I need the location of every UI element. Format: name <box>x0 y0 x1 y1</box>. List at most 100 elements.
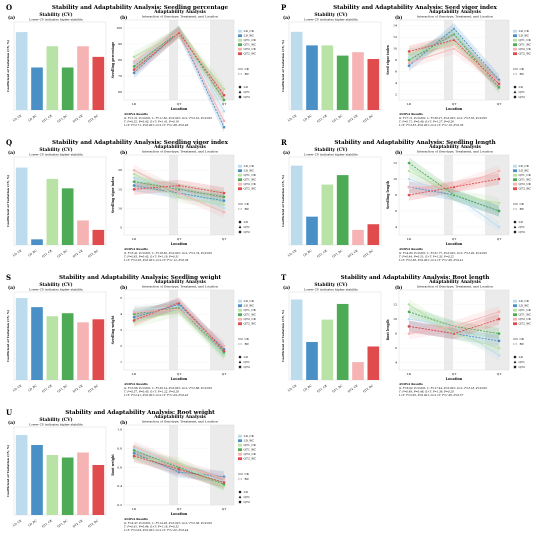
cv-bar-ld-bc <box>31 307 43 380</box>
cv-bar-qt2-ck <box>352 229 364 245</box>
cv-bar-qt2-bc <box>92 229 105 245</box>
x-tick-label: QT <box>497 102 501 106</box>
anova-line: T: F=0.57, P=0.45; G×T: F=1.22, P=0.29 <box>124 390 179 394</box>
adaptability-subtitle: Interaction of Genotype, Treatment, and … <box>142 285 218 289</box>
data-point <box>497 317 501 321</box>
legend-swatch <box>513 38 517 42</box>
cv-bar-qt1-bc <box>61 313 74 380</box>
bar-tick-label: QT1_CK <box>316 248 329 258</box>
x-tick-label: LD <box>132 237 137 241</box>
data-point <box>222 94 226 97</box>
legend-label: CK <box>520 67 525 71</box>
bar-tick-label: LD_BC <box>302 384 312 393</box>
data-point <box>222 119 226 122</box>
cv-bar-qt1-ck <box>46 455 59 515</box>
data-point <box>132 315 136 319</box>
y-tick-label: 10 <box>393 177 397 181</box>
legend-label: QT2_BC <box>244 187 257 191</box>
bar-tick-label: QT2_CK <box>347 113 360 123</box>
legend-label: LD_CK <box>244 434 255 438</box>
data-point <box>407 64 411 68</box>
cv-bar-ld-bc <box>31 445 43 515</box>
confidence-ribbon <box>409 173 499 233</box>
confidence-ribbon <box>409 165 499 193</box>
confidence-ribbon <box>134 305 224 362</box>
bar-tick-label: QT2_CK <box>72 248 85 258</box>
data-point <box>177 309 181 312</box>
cv-bar-ld-bc <box>306 45 318 110</box>
bar-plot-area <box>288 21 382 111</box>
anova-line: L×T: F=2.04, P<0.001; G×L×T: F=1.02, P=0… <box>123 528 189 532</box>
data-point <box>177 304 181 308</box>
series-line-qt1-bc <box>408 311 500 335</box>
y-tick-label: 0.4 <box>117 484 122 488</box>
y-tick-label: 15 <box>118 187 122 191</box>
legend-label: QT1_CK <box>519 173 532 177</box>
legend-label: LD_BC <box>244 304 255 308</box>
sub-label-b: (b) <box>395 149 402 156</box>
anova-heading: ANOVA Results <box>398 112 423 116</box>
legend-label: QT2 <box>519 230 525 234</box>
stability-title: Stability (CV) <box>314 148 347 153</box>
anova-line: L×T: F=3.33, P<0.001; G×L×T: F=1.10, P=0… <box>398 123 464 127</box>
sub-label-a: (a) <box>8 419 15 426</box>
legend-swatch <box>238 452 242 456</box>
line-x-axis-label: Location <box>446 377 463 381</box>
legend-label: QT1_CK <box>244 173 257 177</box>
bar-tick-label: QT2_BC <box>87 519 99 529</box>
y-tick-label: 14 <box>393 24 397 28</box>
anova-line: L×T: F=2.95, P<0.001; G×L×T: F=1.09, P=0… <box>398 393 464 397</box>
data-point <box>132 168 136 172</box>
cv-bar-qt2-ck <box>352 362 364 380</box>
data-point <box>222 199 226 202</box>
legend-shape <box>513 360 517 364</box>
bar-tick-label: LD_CK <box>287 248 298 257</box>
data-point <box>177 302 181 306</box>
legend-label: QT1 <box>519 225 525 229</box>
legend-label: CK <box>245 67 250 71</box>
anova-line: L×T: F=2.26, P<0.001; G×L×T: F=1.12, P=0… <box>123 258 189 262</box>
legend-label: QT2 <box>244 500 250 504</box>
cv-bar-qt2-ck <box>77 322 89 380</box>
y-tick-label: 0.6 <box>117 465 122 469</box>
y-tick-label: 10 <box>393 47 397 51</box>
legend-shape <box>238 495 242 499</box>
legend-label: LD_CK <box>519 164 530 168</box>
data-point <box>222 98 226 102</box>
cv-bar-qt1-ck <box>321 319 334 380</box>
y-tick-label: 1.0 <box>117 428 122 432</box>
data-point <box>222 352 226 356</box>
legend-label: QT1_CK <box>244 443 257 447</box>
y-tick-label: 80 <box>118 58 122 62</box>
legend-label: BC <box>520 207 525 211</box>
legend-swatch <box>238 43 242 47</box>
confidence-ribbon <box>134 298 224 355</box>
x-tick-label: QT <box>177 237 181 241</box>
bar-y-axis-label: Coefficient of Variation (CV, %) <box>6 309 10 362</box>
data-point <box>452 193 456 197</box>
cv-bar-ld-ck <box>15 167 28 245</box>
legend-label: LD_CK <box>244 29 255 33</box>
bar-tick-label: QT2_CK <box>347 383 360 393</box>
bar-tick-label: QT1_CK <box>41 248 54 258</box>
anova-line: T: F=0.44, P=0.51; G×T: F=1.33, P=0.22 <box>399 255 454 259</box>
data-point <box>132 55 136 59</box>
confidence-ribbon <box>134 27 224 101</box>
bar-y-axis-label: Coefficient of Variation (CV, %) <box>6 444 10 497</box>
legend-label: QT2_CK <box>244 317 257 321</box>
legend-swatch <box>238 299 242 303</box>
line-y-axis-label: Seedling vigor index <box>111 177 115 214</box>
legend-shape <box>238 360 242 364</box>
data-point <box>407 317 411 321</box>
data-point <box>177 301 181 304</box>
data-point <box>497 225 501 229</box>
adaptability-title: Adaptability Analysis <box>153 415 206 420</box>
adaptability-subtitle: Interaction of Genotype, Treatment, and … <box>417 285 493 289</box>
data-point <box>222 126 226 129</box>
cv-bar-qt2-ck <box>77 46 89 110</box>
data-point <box>407 161 411 165</box>
y-tick-label: 4 <box>395 81 397 85</box>
data-point <box>132 447 136 450</box>
bar-tick-label: QT2_BC <box>87 249 99 259</box>
panel-letter: P <box>281 3 287 12</box>
